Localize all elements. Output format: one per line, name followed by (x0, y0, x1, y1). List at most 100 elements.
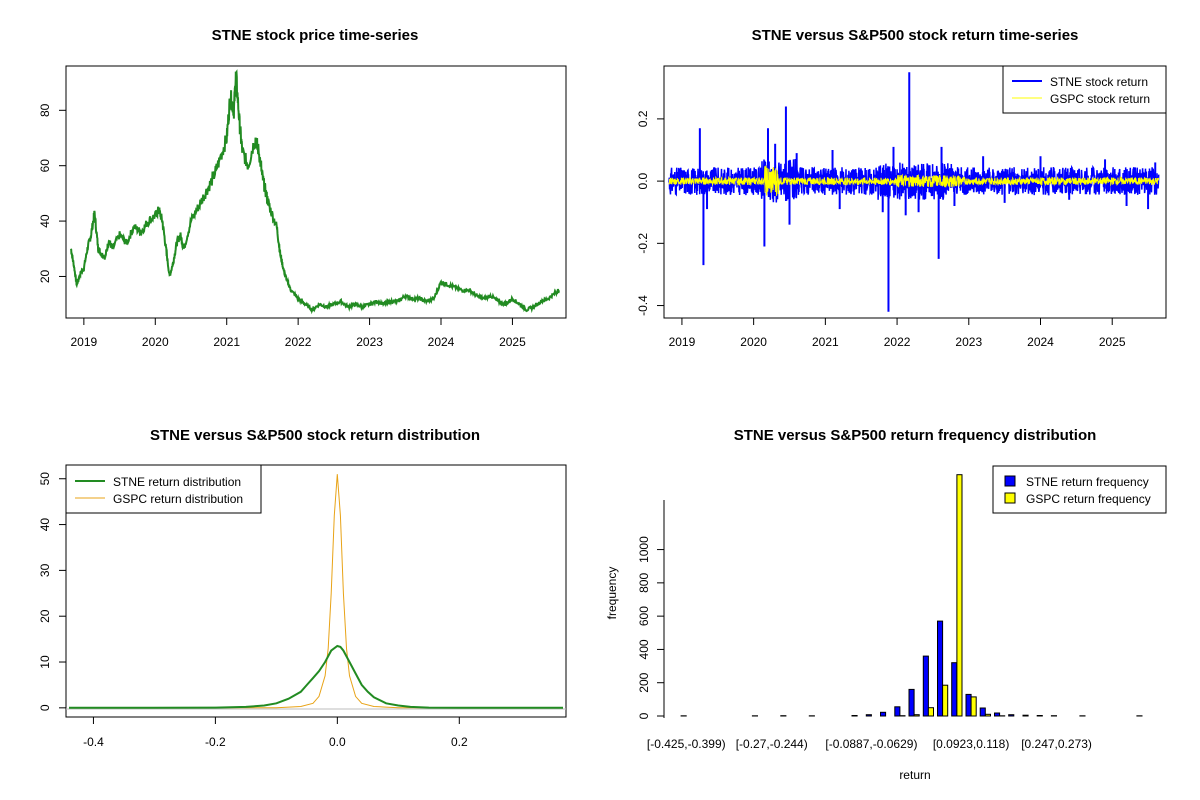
returns-y-tick-label: 0.0 (636, 172, 650, 189)
density-legend: STNE return distribution GSPC return dis… (65, 464, 262, 514)
histogram-x-tick-label: [-0.425,-0.399) (647, 737, 726, 751)
stne-frequency-bar (994, 712, 1001, 717)
gspc-frequency-bar (970, 696, 977, 717)
density-y-tick-label: 40 (38, 518, 52, 532)
stne-frequency-bar (894, 706, 901, 717)
stne-density-line (69, 644, 563, 709)
stne-frequency-bar (951, 662, 958, 717)
price-y-tick-label: 80 (38, 103, 52, 117)
density-x-tick-label: -0.2 (205, 735, 226, 749)
histogram-y-axis: 0 200 400 600 800 1000 (637, 536, 664, 719)
density-y-tick-label: 30 (38, 563, 52, 577)
gspc-frequency-bar (956, 474, 963, 717)
histogram-x-tick-label: [0.247,0.273) (1021, 737, 1092, 751)
returns-y-tick-label: -0.2 (636, 233, 650, 254)
returns-x-tick-label: 2021 (812, 335, 839, 349)
price-chart-title: STNE stock price time-series (212, 27, 419, 44)
histogram-y-tick-label: 0 (637, 712, 651, 719)
density-chart-title: STNE versus S&P500 stock return distribu… (150, 427, 480, 444)
histogram-y-tick-label: 800 (637, 573, 651, 593)
returns-x-tick-label: 2025 (1099, 335, 1126, 349)
price-panel: STNE stock price time-series 2019 2020 202… (38, 27, 567, 349)
price-y-tick-label: 60 (38, 159, 52, 173)
density-panel: STNE versus S&P500 stock return distribu… (38, 427, 567, 749)
histogram-x-tick-label: [-0.0887,-0.0629) (825, 737, 917, 751)
price-x-tick-label: 2021 (213, 335, 240, 349)
price-x-axis: 2019 2020 2021 2022 2023 2024 2025 (71, 317, 526, 349)
price-x-tick-label: 2023 (356, 335, 383, 349)
stne-frequency-bar (851, 715, 858, 717)
returns-legend: STNE stock return GSPC stock return (1002, 65, 1167, 114)
price-plot-frame (65, 65, 567, 319)
density-y-axis: 0 10 20 30 40 50 (38, 472, 66, 711)
gspc-frequency-legend-swatch (1004, 492, 1016, 504)
returns-x-tick-label: 2020 (740, 335, 767, 349)
returns-y-tick-label: -0.4 (636, 295, 650, 316)
stne-price-line (70, 69, 560, 315)
returns-x-tick-label: 2024 (1027, 335, 1054, 349)
density-x-tick-label: 0.2 (451, 735, 468, 749)
gspc-return-series (668, 165, 1160, 196)
histogram-chart-title: STNE versus S&P500 return frequency dist… (734, 427, 1097, 444)
returns-y-tick-label: 0.2 (636, 110, 650, 127)
density-x-tick-label: 0.0 (329, 735, 346, 749)
stne-frequency-bar (908, 688, 915, 717)
density-y-tick-label: 10 (38, 655, 52, 669)
price-y-axis: 20 40 60 80 (38, 103, 66, 283)
histogram-legend-box (992, 465, 1167, 514)
histogram-x-tick-label: [-0.27,-0.244) (736, 737, 808, 751)
price-x-tick-label: 2025 (499, 335, 526, 349)
returns-chart-title: STNE versus S&P500 stock return time-ser… (752, 27, 1079, 44)
histogram-panel: STNE versus S&P500 return frequency dist… (605, 427, 1167, 782)
stne-frequency-bar (922, 655, 929, 717)
stne-frequency-legend-swatch (1004, 475, 1016, 487)
price-x-tick-label: 2019 (71, 335, 98, 349)
histogram-y-tick-label: 200 (637, 672, 651, 692)
stne-frequency-bar (865, 714, 872, 717)
stne-frequency-bar (1036, 715, 1043, 717)
returns-x-tick-label: 2019 (669, 335, 696, 349)
stne-frequency-legend-label: STNE return frequency (1026, 475, 1149, 489)
density-x-tick-label: -0.4 (83, 735, 104, 749)
stne-frequency-bar (1008, 714, 1015, 717)
density-y-tick-label: 50 (38, 472, 52, 486)
stne-density-legend-label: STNE return distribution (113, 475, 241, 489)
gspc-density-legend-label: GSPC return distribution (113, 492, 243, 506)
price-x-tick-label: 2022 (285, 335, 312, 349)
histogram-x-axis: [-0.425,-0.399) [-0.27,-0.244) [-0.0887,-0… (647, 737, 1092, 751)
gspc-frequency-legend-label: GSPC return frequency (1026, 492, 1151, 506)
gspc-frequency-bar (927, 707, 935, 717)
price-x-tick-label: 2024 (428, 335, 455, 349)
gspc-return-legend-label: GSPC stock return (1050, 92, 1150, 106)
price-y-tick-label: 20 (38, 269, 52, 283)
stne-frequency-bar (979, 707, 986, 717)
returns-y-axis: -0.4 -0.2 0.0 0.2 (636, 110, 664, 316)
gspc-frequency-bar (913, 714, 920, 717)
returns-x-axis: 2019 2020 2021 2022 2023 2024 2025 (669, 317, 1126, 349)
density-y-tick-label: 20 (38, 609, 52, 623)
stne-frequency-bar (937, 620, 944, 717)
price-x-tick-label: 2020 (142, 335, 169, 349)
price-y-tick-label: 40 (38, 214, 52, 228)
histogram-y-tick-label: 400 (637, 639, 651, 659)
stne-return-legend-label: STNE stock return (1050, 75, 1148, 89)
gspc-frequency-bar (984, 713, 992, 717)
gspc-density-line (69, 474, 563, 709)
density-y-tick-label: 0 (38, 704, 52, 711)
histogram-bars (680, 474, 1143, 717)
histogram-x-tick-label: [0.0923,0.118) (933, 737, 1010, 751)
returns-panel: STNE versus S&P500 stock return time-ser… (636, 27, 1167, 349)
histogram-y-tick-label: 1000 (637, 536, 651, 563)
density-legend-box (65, 464, 262, 514)
gspc-frequency-bar (942, 684, 949, 717)
stne-frequency-bar (965, 693, 972, 717)
histogram-y-tick-label: 600 (637, 606, 651, 626)
histogram-legend: STNE return frequency GSPC return freque… (992, 465, 1167, 514)
returns-x-tick-label: 2022 (884, 335, 911, 349)
density-x-axis: -0.4 -0.2 0.0 0.2 (83, 716, 468, 749)
histogram-y-axis-title: frequency (605, 567, 619, 620)
gspc-return-line (668, 165, 1160, 196)
stne-frequency-bar (1022, 714, 1029, 717)
returns-x-tick-label: 2023 (955, 335, 982, 349)
